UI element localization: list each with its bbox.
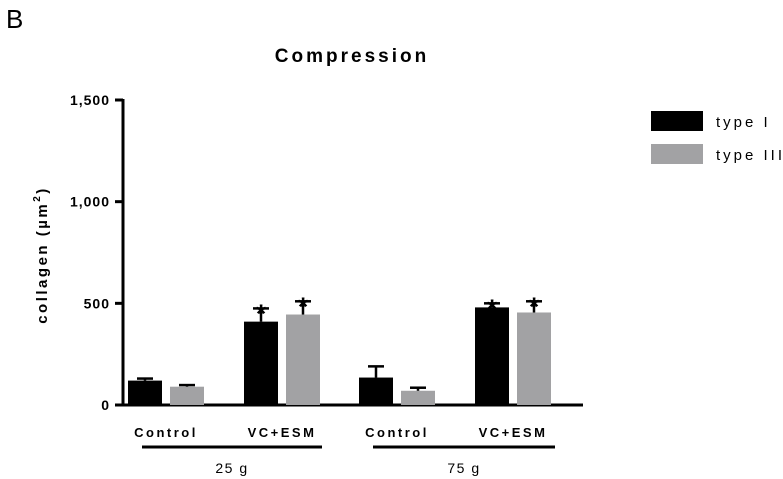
legend-label: type I xyxy=(716,114,771,131)
x-tick-label: Control xyxy=(134,425,198,440)
bar xyxy=(359,377,393,405)
significance-mark: * xyxy=(529,291,540,321)
axes: 0 500 1,000 1,500 xyxy=(70,92,583,413)
significance-mark: * xyxy=(298,291,309,321)
legend-swatch xyxy=(651,111,703,131)
significance-mark: * xyxy=(256,298,267,328)
y-tick-label: 500 xyxy=(84,295,110,311)
legend: type I type III xyxy=(651,111,783,164)
y-tick-label: 0 xyxy=(101,397,110,413)
bar xyxy=(517,312,551,405)
bar xyxy=(128,380,162,405)
panel-label: B xyxy=(6,4,24,34)
x-tick-label: Control xyxy=(365,425,429,440)
chart-title: Compression xyxy=(275,46,429,67)
group-label: 25 g xyxy=(215,460,248,476)
x-tick-label: VC+ESM xyxy=(479,425,548,440)
bar xyxy=(286,314,320,405)
y-tick-label: 1,500 xyxy=(70,92,110,108)
y-axis-label: collagen (µm2) xyxy=(32,186,51,324)
x-tick-label: VC+ESM xyxy=(248,425,317,440)
x-axis-labels: Control VC+ESM Control VC+ESM 25 g 75 g xyxy=(134,425,555,476)
bar xyxy=(244,321,278,405)
bar xyxy=(401,390,435,405)
bars: * * * * xyxy=(128,291,551,405)
y-tick-label: 1,000 xyxy=(70,194,110,210)
group-label: 75 g xyxy=(447,460,480,476)
significance-mark: * xyxy=(487,293,498,323)
legend-swatch xyxy=(651,144,703,164)
bar xyxy=(475,307,509,405)
legend-label: type III xyxy=(716,147,783,164)
bar xyxy=(170,386,204,405)
